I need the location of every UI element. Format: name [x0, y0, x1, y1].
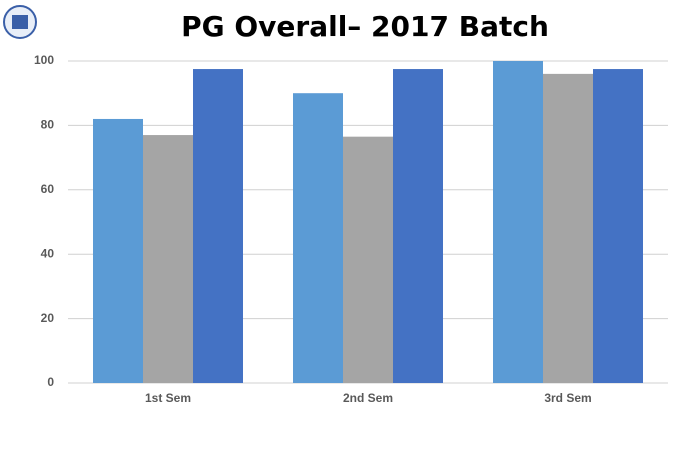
bar	[543, 73, 593, 383]
chart-title: PG Overall– 2017 Batch	[181, 10, 549, 43]
y-tick-label: 80	[41, 118, 55, 132]
y-tick-label: 100	[34, 53, 54, 67]
bar	[593, 69, 643, 384]
y-tick-label: 0	[47, 375, 54, 389]
x-tick-label: 2nd Sem	[343, 391, 393, 405]
x-tick-label: 3rd Sem	[544, 391, 591, 405]
logo	[3, 5, 37, 39]
y-tick-label: 20	[41, 311, 55, 325]
bar	[143, 135, 193, 383]
bar	[393, 69, 443, 384]
bar	[293, 93, 343, 383]
bar	[93, 118, 143, 384]
x-tick-label: 1st Sem	[145, 391, 191, 405]
bar	[193, 69, 243, 384]
bar	[343, 136, 393, 383]
y-tick-label: 40	[41, 246, 55, 260]
bar	[493, 61, 543, 383]
y-tick-label: 60	[41, 182, 55, 196]
